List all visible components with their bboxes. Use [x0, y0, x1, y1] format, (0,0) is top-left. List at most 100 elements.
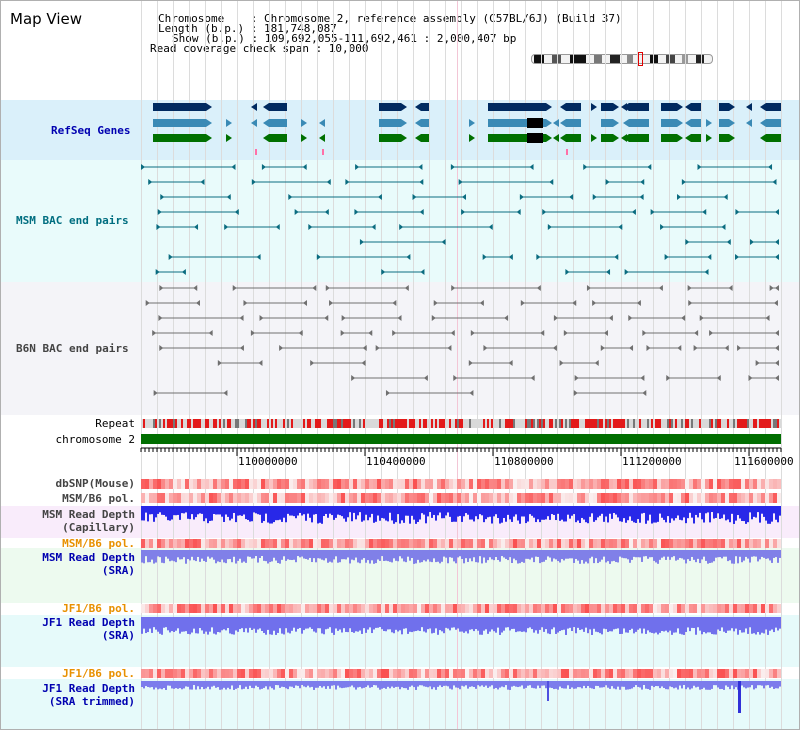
msm-capillary-depth-bar [431, 506, 433, 518]
dbsnp-heat [221, 479, 225, 489]
repeat-block [595, 419, 597, 428]
jf1-depth-sra-sublabel: (SRA) [101, 629, 135, 642]
msm-b6-pol-heat [469, 493, 473, 503]
msm-b6-pol-heat [249, 539, 253, 548]
jf1-sra-depth-bar [357, 617, 359, 632]
msm-sra-depth-bar [391, 550, 393, 563]
jf1-sra-depth-bar [173, 617, 175, 633]
jf1-sra-depth-bar [513, 617, 515, 629]
jf1-trimmed-depth-bar [589, 681, 591, 688]
jf1-trimmed-depth-bar [425, 681, 427, 687]
dbsnp-heat [753, 479, 757, 489]
jf1-depth-trimmed-label[interactable]: JF1 Read Depth [42, 682, 135, 695]
msm-b6-pol-heat [265, 493, 269, 503]
jf1-trimmed-depth-bar [509, 681, 511, 690]
msm-sra-depth-bar [349, 550, 351, 564]
jf1-b6-pol-heat [521, 604, 525, 613]
msm-depth-sra-label[interactable]: MSM Read Depth [42, 551, 135, 564]
msm-sra-depth-bar [643, 550, 645, 557]
jf1-depth-sra-label[interactable]: JF1 Read Depth [42, 616, 135, 629]
msm-sra-depth-bar [495, 550, 497, 558]
b6n-bac-label[interactable]: B6N BAC end pairs [16, 342, 129, 355]
msm-capillary-depth-bar [467, 506, 469, 515]
jf1-sra-depth-bar [747, 617, 749, 634]
jf1-sra-depth-bar [209, 617, 211, 632]
repeat-block [379, 419, 381, 428]
jf1-sra-depth-bar [309, 617, 311, 628]
jf1-b6-pol-heat [213, 669, 217, 678]
msm-sra-depth-bar [597, 550, 599, 564]
dbsnp-heat [201, 479, 205, 489]
jf1-b6-pol-heat [197, 669, 201, 678]
jf1-trimmed-depth-bar [273, 681, 275, 690]
msm-sra-depth-bar [403, 550, 405, 562]
msm-b6-pol-label-1[interactable]: MSM/B6 pol. [62, 492, 135, 505]
gridline [701, 1, 702, 729]
msm-b6-pol-heat [641, 539, 645, 548]
msm-bac-label[interactable]: MSM BAC end pairs [16, 214, 129, 227]
msm-sra-depth-bar [737, 550, 739, 564]
jf1-trimmed-depth-bar [211, 681, 213, 687]
msm-capillary-depth-bar [453, 506, 455, 522]
msm-sra-depth-bar [335, 550, 337, 557]
msm-bac-pair-end [614, 254, 619, 260]
jf1-sra-depth-bar [641, 617, 643, 634]
msm-b6-pol-heat [289, 493, 293, 503]
msm-b6-pol-heat [309, 493, 313, 503]
msm-capillary-depth-bar [559, 506, 561, 521]
msm-b6-pol-label-2[interactable]: MSM/B6 pol. [62, 537, 135, 550]
jf1-b6-pol-heat [237, 604, 241, 613]
msm-b6-pol-heat [185, 539, 189, 548]
msm-bac-pair-end [768, 164, 773, 170]
chromosome-ideogram[interactable] [531, 54, 713, 64]
msm-capillary-depth-bar [413, 506, 415, 520]
msm-bac-pair-end [529, 164, 534, 170]
dbsnp-heat [385, 479, 389, 489]
msm-capillary-depth-bar [251, 506, 253, 522]
jf1-b6-pol-heat [713, 604, 717, 613]
repeat-block [601, 419, 603, 428]
dbsnp-heat [169, 479, 173, 489]
dbsnp-label[interactable]: dbSNP(Mouse) [55, 477, 135, 490]
jf1-sra-depth-bar [731, 617, 733, 629]
jf1-trimmed-depth-bar [521, 681, 523, 686]
jf1-sra-depth-bar [205, 617, 207, 632]
jf1-b6-pol-label-1[interactable]: JF1/B6 pol. [62, 602, 135, 615]
jf1-b6-pol-heat [365, 669, 369, 678]
msm-capillary-depth-bar [417, 506, 419, 522]
msm-bac-pair-end [685, 239, 690, 245]
jf1-b6-pol-heat [665, 669, 669, 678]
msm-sra-depth-bar [397, 550, 399, 562]
msm-sra-depth-bar [145, 550, 147, 557]
msm-capillary-depth-bar [401, 506, 403, 521]
jf1-b6-pol-heat [349, 669, 353, 678]
msm-sra-depth-bar [539, 550, 541, 564]
jf1-b6-pol-heat [545, 604, 549, 613]
dbsnp-heat [269, 479, 273, 489]
msm-depth-capillary-label[interactable]: MSM Read Depth [42, 508, 135, 521]
jf1-sra-depth-bar [307, 617, 309, 629]
gene-exon [719, 119, 729, 127]
refseq-genes-label[interactable]: RefSeq Genes [51, 124, 131, 137]
msm-sra-depth-bar [319, 550, 321, 559]
jf1-b6-pol-heat [709, 604, 713, 613]
jf1-trimmed-depth-bar [339, 681, 341, 688]
ideogram-position-marker [638, 52, 643, 66]
msm-sra-depth-bar [747, 550, 749, 559]
jf1-b6-pol-label-2[interactable]: JF1/B6 pol. [62, 667, 135, 680]
msm-b6-pol-heat [301, 539, 305, 548]
msm-sra-depth-bar [419, 550, 421, 563]
b6n-bac-pair-end [250, 330, 255, 336]
jf1-sra-depth-bar [705, 617, 707, 634]
msm-capillary-depth-bar [299, 506, 301, 513]
jf1-sra-depth-bar [249, 617, 251, 628]
repeat-block [291, 419, 293, 428]
msm-sra-depth-bar [395, 550, 397, 561]
jf1-sra-depth-bar [733, 617, 735, 632]
gene-arrow [553, 134, 559, 142]
msm-b6-pol-heat [281, 539, 285, 548]
jf1-sra-depth-bar [233, 617, 235, 635]
jf1-trimmed-depth-bar [615, 681, 617, 690]
jf1-trimmed-depth-bar [383, 681, 385, 688]
